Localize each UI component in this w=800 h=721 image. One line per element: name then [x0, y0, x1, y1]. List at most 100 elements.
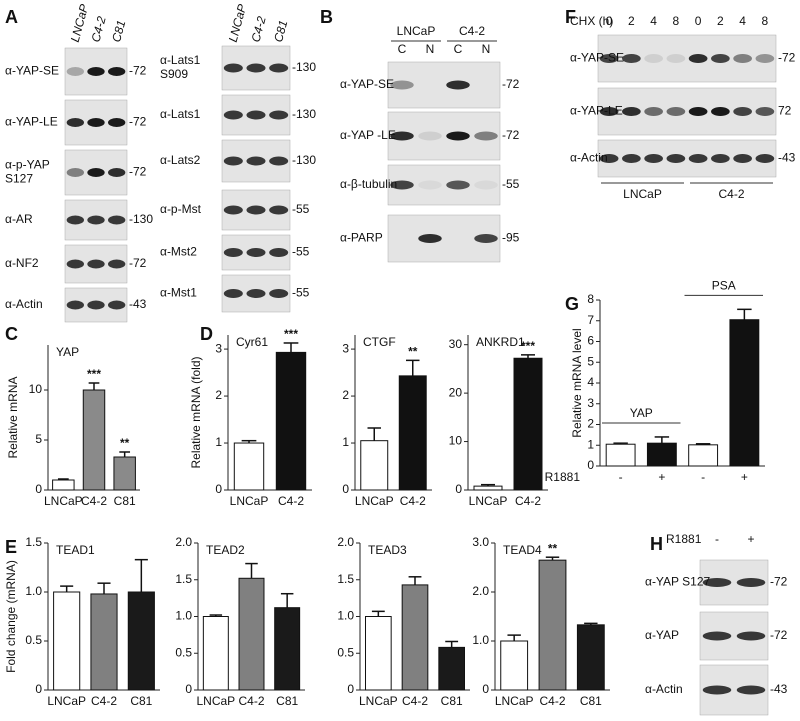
- row-label: α-YAP S127: [645, 575, 711, 589]
- band: [269, 248, 289, 257]
- y-tick-label: 10: [29, 382, 43, 396]
- significance: ***: [521, 339, 535, 353]
- group-label: LNCaP: [623, 187, 662, 201]
- y-tick-label: 3: [587, 396, 594, 410]
- size-marker: -72: [770, 628, 788, 642]
- x-tick-label: C4-2: [539, 694, 565, 708]
- bar: [646, 442, 677, 467]
- band: [107, 259, 126, 269]
- band: [269, 205, 289, 215]
- bar: [274, 607, 301, 691]
- panel-label: C: [5, 324, 18, 344]
- bar: [360, 440, 389, 491]
- row-label: α-Actin: [645, 682, 683, 696]
- band: [736, 631, 766, 641]
- band: [474, 131, 498, 141]
- y-tick-label: 2: [587, 417, 594, 431]
- y-tick-label: 8: [587, 292, 594, 306]
- chart-title: TEAD4: [503, 543, 542, 557]
- band: [622, 154, 641, 163]
- band: [246, 63, 266, 73]
- band: [688, 54, 708, 63]
- x-tick-label: LNCaP: [469, 494, 508, 508]
- row-label: S127: [5, 172, 33, 186]
- row-label: α-NF2: [5, 256, 39, 270]
- significance: **: [408, 345, 418, 359]
- band: [87, 118, 105, 127]
- band: [446, 80, 470, 90]
- band: [736, 685, 766, 695]
- band: [755, 107, 775, 116]
- bar: [113, 456, 136, 491]
- group-label: C4-2: [459, 24, 485, 38]
- size-marker: -72: [129, 165, 147, 179]
- x-tick-label: +: [658, 470, 665, 484]
- row-label: α-Lats2: [160, 153, 201, 167]
- x-tick-label: LNCaP: [44, 494, 83, 508]
- significance: **: [548, 541, 558, 555]
- row-label: α-p-Mst: [160, 202, 202, 216]
- chart-title: TEAD1: [56, 543, 95, 557]
- row-label: α-Mst2: [160, 245, 197, 259]
- y-tick-label: 6: [587, 334, 594, 348]
- panel-label: B: [320, 7, 333, 27]
- size-marker: 72: [778, 104, 792, 118]
- row-label: α-Actin: [570, 151, 608, 165]
- x-tick-label: C4-2: [400, 494, 426, 508]
- y-tick-label: 0: [35, 482, 42, 496]
- band: [418, 131, 442, 141]
- band: [66, 215, 85, 225]
- lane-label: C81: [109, 19, 128, 44]
- row-label: α-YAP: [645, 628, 679, 642]
- y-tick-label: 1.0: [25, 584, 42, 598]
- panel-label: E: [5, 537, 17, 557]
- size-marker: -72: [502, 128, 520, 142]
- lane-label: C4-2: [88, 15, 108, 44]
- bar: [127, 591, 155, 691]
- band: [711, 154, 730, 163]
- lane-label: C4-2: [248, 15, 268, 44]
- x-tick-label: LNCaP: [196, 694, 235, 708]
- row-label: α-YAP-LE: [570, 104, 623, 118]
- bar: [729, 319, 760, 467]
- group-label: C4-2: [718, 187, 744, 201]
- x-tick-label: C4-2: [91, 694, 117, 708]
- y-tick-label: 0: [185, 682, 192, 696]
- band: [223, 289, 243, 298]
- y-tick-label: 1: [215, 435, 222, 449]
- band: [644, 54, 663, 63]
- lane-label: 4: [739, 14, 746, 28]
- y-axis-label: Relative mRNA: [6, 376, 20, 458]
- y-tick-label: 0: [35, 682, 42, 696]
- x-tick-label: C81: [276, 694, 298, 708]
- band: [246, 156, 266, 166]
- band: [246, 110, 266, 120]
- band: [223, 248, 243, 257]
- band: [666, 107, 686, 116]
- y-tick-label: 1: [587, 437, 594, 451]
- lane-label: C81: [271, 19, 290, 44]
- x-tick-label: C81: [114, 494, 136, 508]
- size-marker: -55: [292, 286, 310, 300]
- band: [688, 154, 708, 163]
- y-tick-label: 0: [347, 682, 354, 696]
- significance: ***: [284, 327, 298, 341]
- bar: [82, 389, 106, 491]
- band: [87, 215, 105, 225]
- panel-label: A: [5, 7, 18, 27]
- y-tick-label: 3: [342, 341, 349, 355]
- row-label: α-YAP-SE: [5, 64, 59, 78]
- band: [269, 63, 289, 73]
- band: [418, 234, 442, 243]
- bar: [538, 559, 567, 691]
- x-tick-label: C4-2: [515, 494, 541, 508]
- lane-label: N: [426, 42, 435, 56]
- chart-title: ANKRD1: [476, 335, 525, 349]
- x-tick-label: LNCaP: [495, 694, 534, 708]
- band: [66, 168, 85, 177]
- row-label: α-p-YAP: [5, 158, 50, 172]
- bar: [53, 591, 81, 691]
- row-label: α-Lats1: [160, 107, 201, 121]
- bar: [275, 351, 307, 491]
